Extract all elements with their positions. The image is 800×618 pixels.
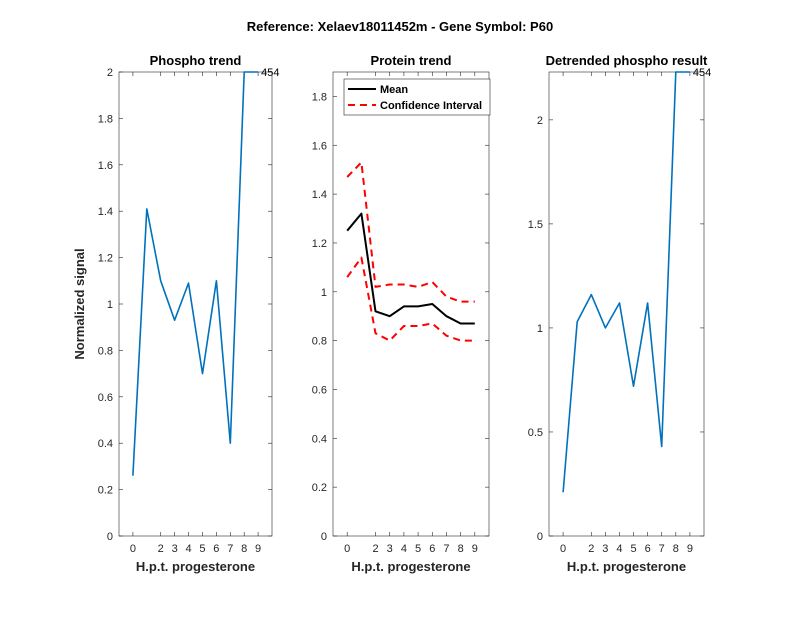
x-tick-label: 6 [213,543,219,555]
y-tick-label: 0.6 [312,384,327,396]
x-tick-label: 2 [588,543,594,555]
y-tick-label: 1.6 [98,160,113,172]
x-tick-label: 7 [659,543,665,555]
x-axis-label: H.p.t. progesterone [136,559,255,574]
x-tick-label: 7 [443,543,449,555]
x-tick-label: 7 [227,543,233,555]
y-tick-label: 0 [537,531,543,543]
x-tick-label: 9 [687,543,693,555]
chart-panel-1: 00.20.40.60.811.21.41.61.820 2 3 4 5 6 7 8 9Phos… [72,53,279,574]
y-tick-label: 0.2 [312,482,327,494]
x-tick-label: 6 [645,543,651,555]
y-tick-label: 0 [321,531,327,543]
y-tick-label: 1.8 [98,113,113,125]
legend-label: Mean [380,84,408,96]
y-tick-label: 1 [321,287,327,299]
x-tick-label: 8 [241,543,247,555]
y-tick-label: 1.2 [98,253,113,265]
x-tick-label: 4 [185,543,191,555]
axes-box [548,71,705,537]
chart-panels: 00.20.40.60.811.21.41.61.820 2 3 4 5 6 7 8 9Phos… [72,53,711,574]
y-tick-label: 2 [537,115,543,127]
x-tick-label: 0 [560,543,566,555]
figure-title: Reference: Xelaev18011452m - Gene Symbol… [247,19,553,34]
y-tick-label: 1.5 [528,219,543,231]
axes-box [332,71,490,537]
y-tick-label: 0.6 [98,392,113,404]
y-tick-label: 2 [107,67,113,79]
x-tick-label: 2 [372,543,378,555]
series-line [346,161,475,303]
x-tick-label: 6 [429,543,435,555]
y-tick-label: 0.4 [98,438,113,450]
series-line [346,212,475,325]
chart-panel-2: 0 0.2 0.4 0.6 0.8 1 1.2 1.4 1.6 1.8 0 2 3 4 5 6 7 8 9 Prote… [312,53,491,574]
x-axis-label: H.p.t. progesterone [351,559,470,574]
x-axis-label: H.p.t. progesterone [567,559,686,574]
x-tick-label: 3 [602,543,608,555]
y-tick-label: 1 [537,323,543,335]
y-tick-label: 0 [107,531,113,543]
legend-label: Confidence Interval [380,100,482,112]
y-tick-label: 0.8 [98,345,113,357]
y-tick-label: 1.2 [312,238,327,250]
chart-title: Detrended phospho result [546,53,708,68]
y-axis-label: Normalized signal [72,248,87,359]
x-tick-label: 8 [673,543,679,555]
x-tick-label: 4 [616,543,622,555]
x-tick-label: 0 [130,543,136,555]
x-tick-label: 3 [172,543,178,555]
legend-box [343,78,491,116]
x-tick-label: 4 [401,543,407,555]
x-tick-label: 8 [458,543,464,555]
x-tick-label: 0 [344,543,350,555]
y-tick-label: 1 [107,299,113,311]
y-tick-label: 0.4 [312,433,327,445]
series-line [562,71,690,493]
y-tick-label: 1.8 [312,91,327,103]
x-tick-label: 5 [630,543,636,555]
x-tick-label: 3 [387,543,393,555]
x-tick-label: 9 [472,543,478,555]
y-tick-label: 0.5 [528,427,543,439]
data-annotation: 454 [261,67,279,79]
axes-box [118,71,273,537]
chart-title: Protein trend [371,53,452,68]
y-tick-label: 1.4 [312,189,327,201]
series-line [346,256,475,342]
data-annotation: 454 [693,67,711,79]
y-tick-label: 0.2 [98,485,113,497]
x-tick-label: 2 [158,543,164,555]
x-tick-label: 5 [415,543,421,555]
x-tick-label: 5 [199,543,205,555]
chart-title: Phospho trend [150,53,242,68]
x-tick-label: 9 [255,543,261,555]
y-tick-label: 0.8 [312,336,327,348]
series-line [132,71,259,476]
y-tick-label: 1.6 [312,140,327,152]
y-tick-label: 1.4 [98,206,113,218]
